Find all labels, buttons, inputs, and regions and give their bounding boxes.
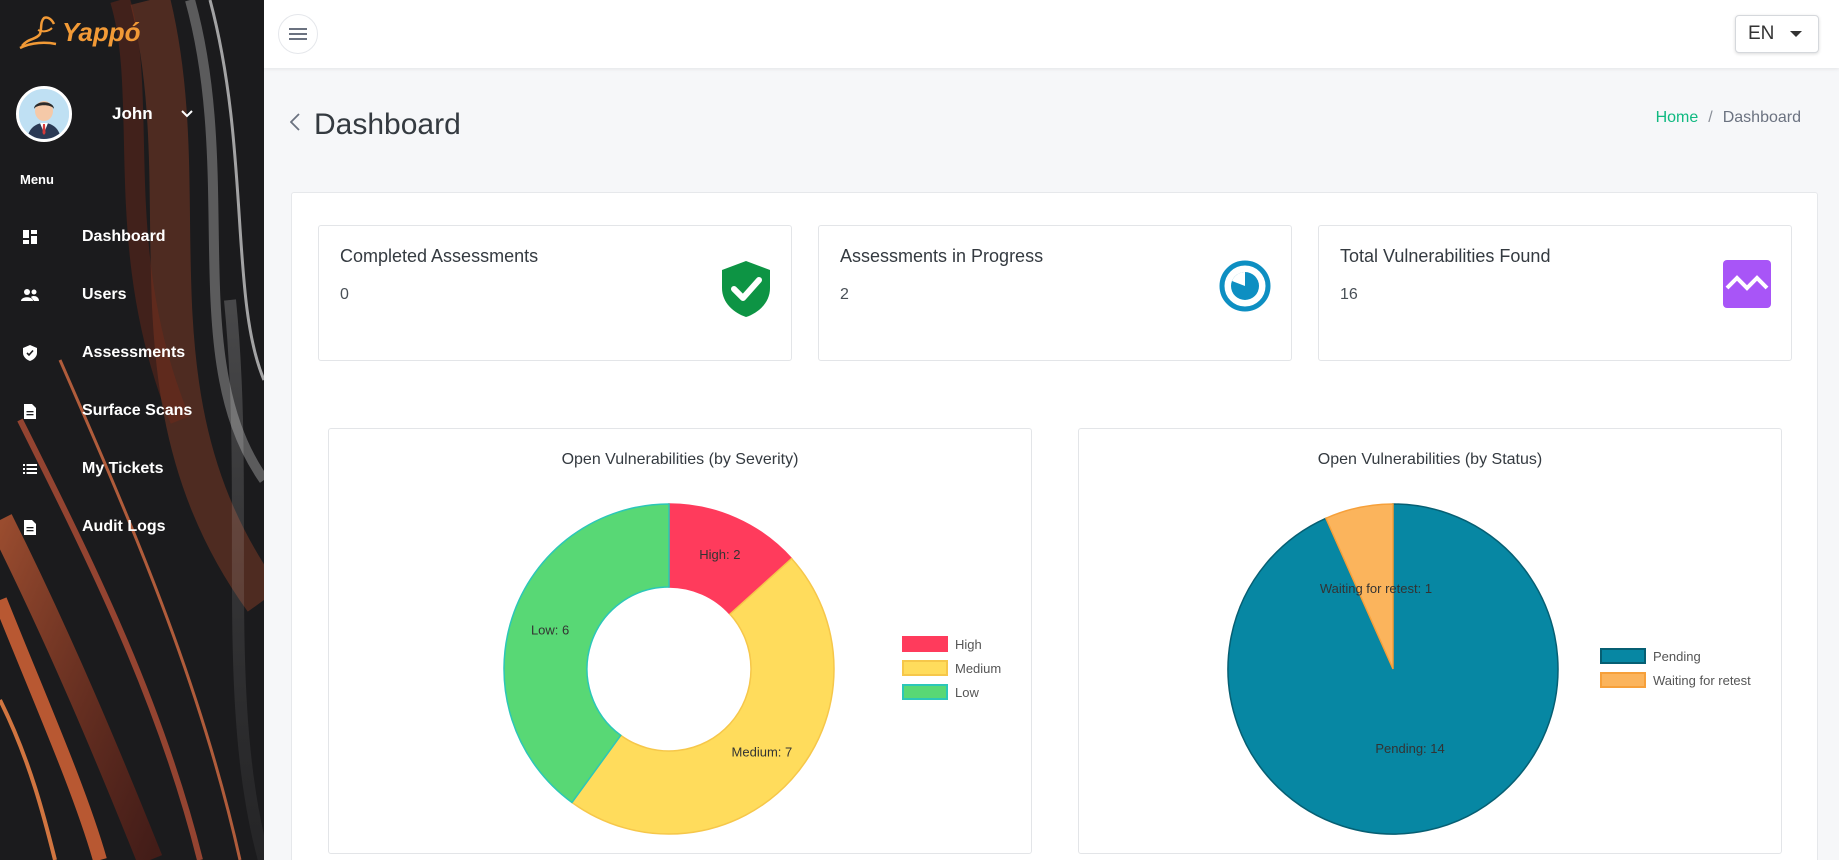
avatar <box>16 86 72 142</box>
slice-label: Waiting for retest: 1 <box>1320 581 1432 596</box>
slice-label: High: 2 <box>699 547 740 562</box>
sidebar-item-label: Audit Logs <box>82 518 166 535</box>
card-value: 0 <box>340 286 349 303</box>
legend-swatch[interactable] <box>902 660 948 676</box>
chart-card-status: Open Vulnerabilities (by Status) Pending… <box>1078 428 1782 854</box>
topbar: EN <box>264 0 1839 68</box>
pie-slice-medium[interactable] <box>570 557 835 835</box>
users-icon <box>20 289 40 301</box>
status-pie-chart: Pending: 14 Waiting for retest: 1 Pending W… <box>1227 503 1751 835</box>
sidebar-item-my-tickets[interactable]: My Tickets <box>0 440 264 498</box>
user-name: John <box>112 104 153 123</box>
breadcrumb: Home / Dashboard <box>1656 109 1801 127</box>
legend-label[interactable]: Medium <box>955 661 1001 676</box>
sidebar-item-label: Surface Scans <box>82 402 193 419</box>
legend-swatch[interactable] <box>902 636 948 652</box>
sidebar-item-users[interactable]: Users <box>0 266 264 324</box>
chevron-left-icon <box>289 113 300 131</box>
page-title: Dashboard <box>314 108 461 141</box>
dashboard-panel: Completed Assessments 0 Assessments in P… <box>291 192 1818 860</box>
legend-swatch[interactable] <box>1600 648 1646 664</box>
sidebar-nav: Dashboard Users Assessments Surface Scan… <box>0 208 264 556</box>
breadcrumb-separator: / <box>1708 109 1713 126</box>
menu-toggle-button[interactable] <box>278 14 318 54</box>
waveform-icon <box>1723 260 1771 313</box>
page-header: Dashboard <box>289 108 461 142</box>
card-value: 16 <box>1340 286 1358 303</box>
app-logo[interactable]: Yappó <box>18 14 140 50</box>
caret-down-icon <box>1790 31 1803 37</box>
stat-card-assessments-in-progress: Assessments in Progress 2 <box>818 225 1292 361</box>
slice-label: Medium: 7 <box>732 745 793 760</box>
sidebar-background-art <box>0 0 264 860</box>
user-menu[interactable]: John <box>16 86 193 142</box>
pie-slice-low[interactable] <box>503 503 670 804</box>
stat-card-completed-assessments: Completed Assessments 0 <box>318 225 792 361</box>
severity-doughnut-chart: High: 2 Medium: 7 Low: 6 High Medium Low <box>503 503 1001 835</box>
progress-clock-icon <box>1219 260 1271 317</box>
chart-title: Open Vulnerabilities (by Status) <box>1317 451 1543 468</box>
chart-card-severity: Open Vulnerabilities (by Severity) High:… <box>328 428 1032 854</box>
language-value: EN <box>1748 23 1775 44</box>
chart-title: Open Vulnerabilities (by Severity) <box>561 451 799 468</box>
chevron-down-icon[interactable] <box>180 107 193 121</box>
legend-swatch[interactable] <box>902 684 948 700</box>
hat-logo-icon <box>19 16 57 50</box>
slice-label: Low: 6 <box>531 622 569 637</box>
menu-section-title: Menu <box>20 172 54 187</box>
list-icon <box>20 464 40 474</box>
document-icon <box>20 403 40 419</box>
card-title: Total Vulnerabilities Found <box>1340 246 1551 266</box>
language-select[interactable]: EN <box>1735 15 1819 53</box>
sidebar-item-label: My Tickets <box>82 460 164 477</box>
pie-slice-waiting-for-retest[interactable] <box>1324 503 1394 670</box>
sidebar-item-assessments[interactable]: Assessments <box>0 324 264 382</box>
back-button[interactable] <box>289 113 300 137</box>
dashboard-icon <box>20 230 40 244</box>
legend-label[interactable]: Waiting for retest <box>1653 673 1751 688</box>
breadcrumb-home-link[interactable]: Home <box>1655 109 1699 126</box>
card-value: 2 <box>840 286 849 303</box>
sidebar-item-label: Users <box>82 286 127 303</box>
legend-label[interactable]: Low <box>955 685 979 700</box>
legend-label[interactable]: High <box>955 637 982 652</box>
shield-check-icon <box>721 260 771 323</box>
stat-card-total-vulnerabilities: Total Vulnerabilities Found 16 <box>1318 225 1792 361</box>
document-icon <box>20 519 40 535</box>
sidebar-item-label: Assessments <box>82 344 186 361</box>
hamburger-icon <box>289 28 307 40</box>
sidebar-item-surface-scans[interactable]: Surface Scans <box>0 382 264 440</box>
legend-label[interactable]: Pending <box>1653 649 1701 664</box>
sidebar-item-label: Dashboard <box>82 228 166 245</box>
sidebar-item-audit-logs[interactable]: Audit Logs <box>0 498 264 556</box>
card-title: Assessments in Progress <box>840 246 1044 266</box>
sidebar-content: Yappó John Menu <box>0 0 264 860</box>
breadcrumb-current: Dashboard <box>1722 109 1801 126</box>
sidebar: Yappó John Menu <box>0 0 264 860</box>
slice-label: Pending: 14 <box>1375 741 1444 756</box>
logo-text: Yappó <box>62 16 141 47</box>
sidebar-item-dashboard[interactable]: Dashboard <box>0 208 264 266</box>
legend-swatch[interactable] <box>1600 672 1646 688</box>
shield-icon <box>20 345 40 361</box>
card-title: Completed Assessments <box>340 246 539 266</box>
